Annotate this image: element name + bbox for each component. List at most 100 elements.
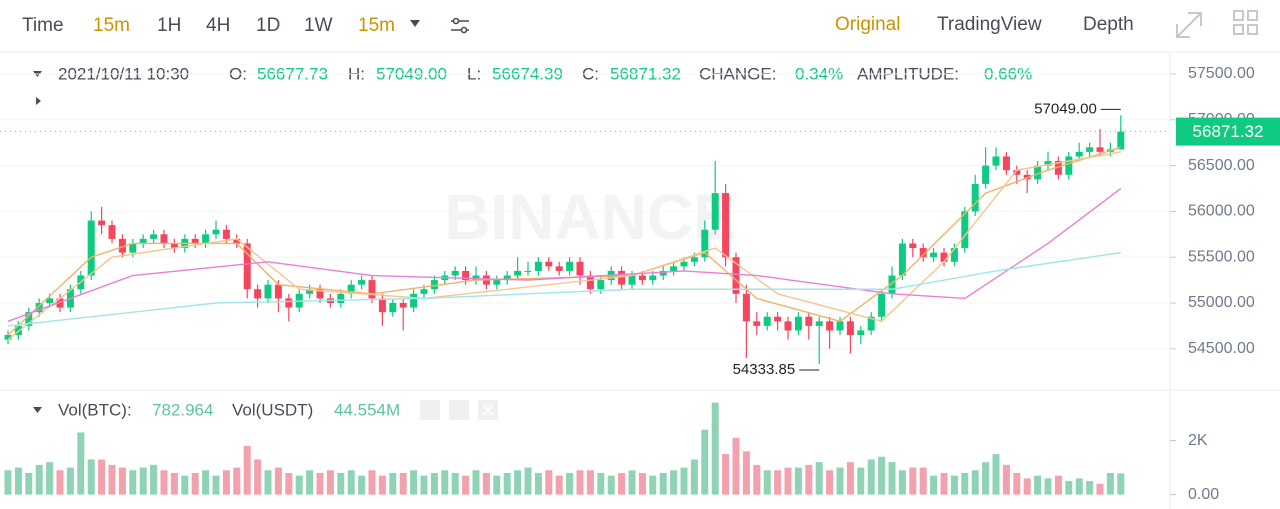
volume-bar <box>170 472 178 495</box>
view-tab[interactable]: Depth <box>1083 14 1134 35</box>
y-tick-label: 56000.00 <box>1188 203 1255 220</box>
candle-body <box>898 243 906 276</box>
candle-body <box>1075 151 1083 157</box>
volume-bar <box>898 470 906 495</box>
candle-body <box>243 243 251 290</box>
volume-bar <box>98 459 106 495</box>
volume-tools <box>420 400 498 420</box>
interval-tab[interactable]: 1H <box>157 15 181 36</box>
settings-icon[interactable] <box>451 17 469 34</box>
volume-bar <box>805 464 813 495</box>
volume-bar <box>992 454 1000 495</box>
candle-body <box>576 261 584 276</box>
volume-bar <box>14 467 22 495</box>
volume-bar <box>129 470 137 495</box>
volume-bar <box>222 470 230 495</box>
eye-button[interactable] <box>420 400 440 420</box>
candle-body <box>534 261 542 271</box>
volume-bar <box>722 454 730 495</box>
candle-body <box>503 275 511 281</box>
candle-body <box>753 321 761 326</box>
volume-bar <box>191 472 199 495</box>
volume-bar <box>649 475 657 495</box>
interval-tab[interactable]: 1W <box>304 15 333 36</box>
view-tab[interactable]: Original <box>835 14 900 35</box>
interval-tab[interactable]: 4H <box>206 15 230 36</box>
volume-bar <box>25 472 33 495</box>
volume-bar <box>763 470 771 495</box>
volume-bar <box>441 470 449 495</box>
volume-bar <box>1117 473 1125 495</box>
candle-body <box>4 335 12 340</box>
candle-body <box>878 293 886 317</box>
volume-bar <box>430 472 438 495</box>
volume-bar <box>566 472 574 495</box>
volume-bar <box>940 472 948 495</box>
volume-bar <box>784 467 792 495</box>
candle-body <box>462 270 470 281</box>
volume-bar <box>659 472 667 495</box>
candle-body <box>493 280 501 285</box>
volume-bar <box>358 475 366 495</box>
interval-tab[interactable]: 15m <box>93 15 130 36</box>
candle-body <box>233 238 241 244</box>
volume-bar <box>503 472 511 495</box>
expand-icon[interactable] <box>36 97 41 105</box>
candle-body <box>14 325 22 336</box>
extreme-label: 57049.00 <box>1034 100 1097 117</box>
candle-body <box>316 289 324 299</box>
interval-tab[interactable]: Time <box>22 15 64 36</box>
volume-bar <box>1054 475 1062 495</box>
volume-bar <box>628 470 636 495</box>
y-tick-label: 0.00 <box>1188 486 1219 503</box>
volume-bar <box>1023 478 1031 495</box>
candle-body <box>763 316 771 326</box>
volume-bar <box>826 470 834 495</box>
volume-bar <box>545 470 553 495</box>
volume-bar <box>1013 472 1021 495</box>
settings-button[interactable] <box>449 400 469 420</box>
volume-bar <box>316 472 324 495</box>
view-tab[interactable]: TradingView <box>937 14 1042 35</box>
moving-average <box>7 251 1121 327</box>
candle-body <box>826 321 834 331</box>
volume-bar <box>1086 481 1094 495</box>
candle-body <box>1023 174 1031 180</box>
candle-body <box>451 270 459 276</box>
candle-body <box>46 298 54 303</box>
volume-bar <box>836 467 844 495</box>
dropdown-icon[interactable] <box>410 20 420 27</box>
volume-bar <box>1106 472 1114 495</box>
candle-body <box>919 248 927 258</box>
volume-bar <box>961 472 969 495</box>
candle-body <box>1013 170 1021 175</box>
volume-bar <box>4 470 12 495</box>
y-tick-label: 55500.00 <box>1188 248 1255 265</box>
volume-bar <box>274 467 282 495</box>
candle-body <box>638 275 646 281</box>
candle-body <box>389 302 397 313</box>
candle-body <box>1065 156 1073 175</box>
volume-bar <box>1044 478 1052 495</box>
volume-bar <box>150 464 158 495</box>
y-tick-label: 2K <box>1188 432 1208 449</box>
volume-bar <box>690 459 698 495</box>
volume-bar <box>410 470 418 495</box>
layout-icon[interactable] <box>1233 10 1258 35</box>
volume-bar <box>254 459 262 495</box>
candle-body <box>524 270 532 272</box>
candle-body <box>659 270 667 276</box>
fullscreen-icon[interactable] <box>1176 12 1202 38</box>
interval-tab[interactable]: 1D <box>256 15 280 36</box>
interval-tab[interactable]: 15m <box>358 15 395 36</box>
candle-body <box>1086 147 1094 152</box>
collapse-icon[interactable] <box>33 407 42 413</box>
candle-body <box>680 261 688 267</box>
candle-body <box>732 257 740 294</box>
y-tick-label: 55000.00 <box>1188 294 1255 311</box>
candle-body <box>971 183 979 212</box>
candle-body <box>472 275 480 281</box>
moving-average <box>7 151 1121 341</box>
volume-bar <box>1034 475 1042 495</box>
